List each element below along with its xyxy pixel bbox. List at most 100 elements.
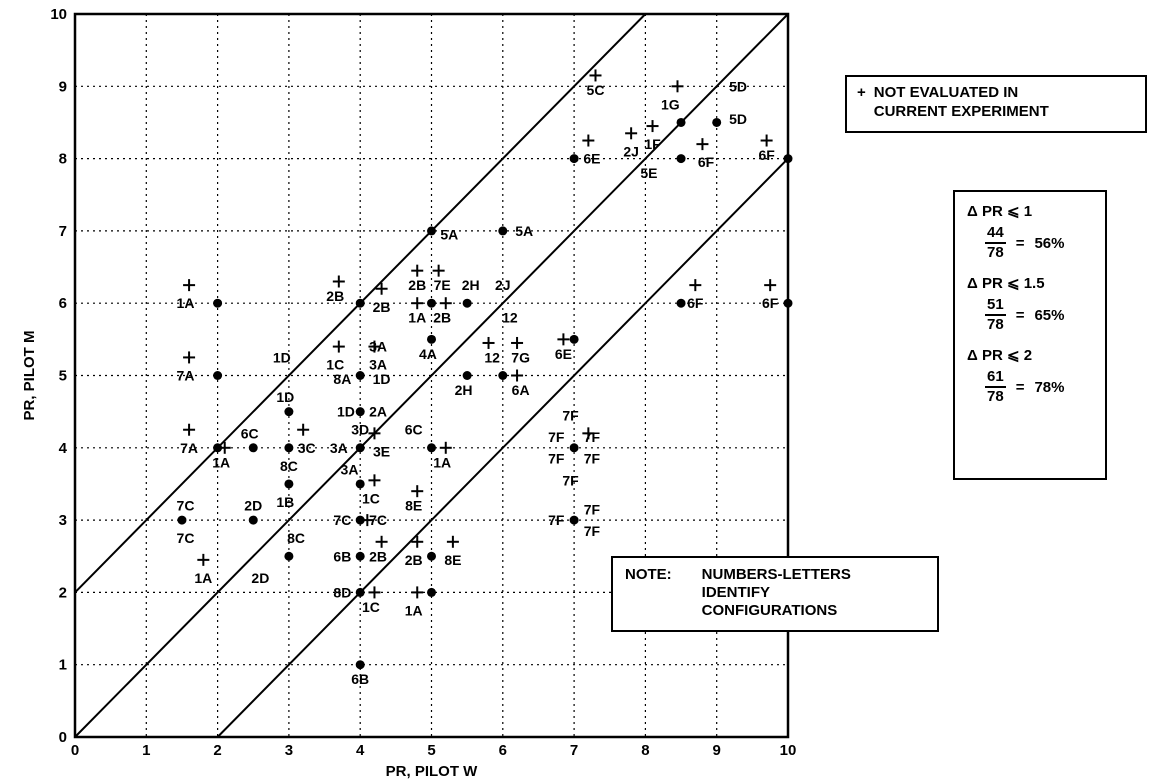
- note-line: NUMBERS-LETTERS: [701, 566, 851, 583]
- point-label: 7C: [333, 512, 351, 528]
- x-tick-label: 3: [285, 742, 293, 759]
- evaluated-point: [248, 443, 258, 453]
- point-label: 8D: [333, 584, 351, 600]
- not-evaluated-point: [297, 423, 310, 436]
- point-label: 6A: [512, 382, 530, 398]
- point-label: 2A: [369, 404, 387, 420]
- y-tick-label: 10: [50, 6, 67, 23]
- legend-line-1: NOT EVALUATED IN: [873, 84, 1019, 101]
- point-label: 2J: [495, 277, 511, 293]
- stat-condition: Δ PR ⩽ 1.5: [967, 275, 1045, 292]
- point-label: 1G: [661, 96, 680, 112]
- stats-box: Δ PR ⩽ 1 44 78 = 56% Δ PR ⩽ 1.5 51 78 = …: [953, 190, 1107, 480]
- not-evaluated-point: [183, 351, 196, 364]
- stat-denominator: 78: [987, 316, 1004, 333]
- legend-line-2: CURRENT EXPERIMENT: [873, 103, 1049, 120]
- not-evaluated-point: [368, 474, 381, 487]
- stat-block-1: Δ PR ⩽ 1 44 78 = 56%: [967, 202, 1093, 262]
- point-label: 5E: [640, 165, 657, 181]
- point-label: 8C: [280, 458, 298, 474]
- not-evaluated-point: [557, 333, 570, 346]
- stat-fraction: 61 78: [985, 368, 1006, 406]
- evaluated-point: [355, 587, 365, 597]
- point-label: 1C: [326, 357, 344, 373]
- not-evaluated-point: [411, 264, 424, 277]
- stat-percent: 56%: [1034, 234, 1065, 252]
- evaluated-point: [284, 407, 294, 417]
- x-tick-label: 9: [713, 742, 721, 759]
- point-label: 7F: [584, 523, 601, 539]
- point-label: 7C: [177, 530, 195, 546]
- evaluated-point: [213, 443, 223, 453]
- point-label: 2B: [369, 548, 387, 564]
- not-evaluated-point: [646, 120, 659, 133]
- point-label: 1A: [194, 570, 212, 586]
- x-axis-label: PR, PILOT W: [386, 763, 479, 780]
- stat-percent: 78%: [1034, 378, 1065, 396]
- evaluated-point: [498, 226, 508, 236]
- evaluated-point: [355, 551, 365, 561]
- point-label: 7A: [180, 440, 198, 456]
- point-label: 3C: [298, 440, 316, 456]
- not-evaluated-point: [368, 340, 381, 353]
- point-label: 5C: [587, 82, 605, 98]
- point-label: 5D: [729, 78, 747, 94]
- not-evaluated-point: [411, 297, 424, 310]
- x-tick-label: 6: [499, 742, 507, 759]
- stat-numerator: 61: [985, 368, 1006, 388]
- stat-condition: Δ PR ⩽ 1: [967, 203, 1033, 220]
- evaluated-point: [213, 298, 223, 308]
- evaluated-point: [712, 117, 722, 127]
- y-tick-label: 5: [59, 368, 67, 385]
- point-label: 8A: [333, 371, 351, 387]
- not-evaluated-point: [368, 427, 381, 440]
- equals-sign: =: [1015, 234, 1025, 252]
- stat-percent: 65%: [1034, 306, 1065, 324]
- stat-block-2: Δ PR ⩽ 1.5 51 78 = 65%: [967, 274, 1093, 334]
- note-box: NOTE: NUMBERS-LETTERS IDENTIFY CONFIGURA…: [611, 556, 939, 632]
- stat-denominator: 78: [987, 244, 1004, 261]
- note-line: IDENTIFY: [701, 584, 771, 601]
- point-label: 1A: [177, 295, 195, 311]
- point-label: 2B: [405, 552, 423, 568]
- evaluated-point: [569, 515, 579, 525]
- x-tick-label: 4: [356, 742, 365, 759]
- x-tick-label: 7: [570, 742, 578, 759]
- x-tick-label: 5: [427, 742, 435, 759]
- evaluated-point: [462, 371, 472, 380]
- point-label: 1C: [362, 490, 380, 506]
- point-label: 6F: [687, 295, 704, 311]
- equals-sign: =: [1015, 378, 1025, 396]
- point-label: 1B: [276, 494, 294, 510]
- evaluated-point: [248, 515, 258, 525]
- stat-numerator: 51: [985, 296, 1006, 316]
- not-evaluated-point: [446, 535, 459, 548]
- x-tick-label: 1: [142, 742, 150, 759]
- point-label: 6B: [351, 671, 369, 687]
- not-evaluated-point: [764, 279, 777, 292]
- point-label: 6C: [405, 422, 423, 438]
- plus-icon: +: [857, 84, 866, 101]
- evaluated-point: [355, 660, 365, 670]
- note-label: NOTE:: [625, 566, 672, 583]
- point-label: 7F: [548, 429, 565, 445]
- evaluated-point: [355, 298, 365, 308]
- not-evaluated-point: [696, 138, 709, 151]
- point-label: 6E: [555, 346, 572, 362]
- point-label: 1A: [408, 310, 426, 326]
- point-label: 7E: [434, 277, 451, 293]
- y-tick-label: 2: [59, 584, 67, 601]
- evaluated-point: [177, 515, 187, 525]
- not-evaluated-point: [197, 553, 210, 566]
- evaluated-point: [284, 479, 294, 489]
- not-evaluated-point: [760, 134, 773, 147]
- not-evaluated-point: [411, 485, 424, 498]
- evaluated-point: [284, 551, 294, 561]
- not-evaluated-point: [368, 586, 381, 599]
- point-label: 3A: [341, 461, 359, 477]
- y-tick-label: 9: [59, 78, 67, 95]
- point-label: 1D: [373, 371, 391, 387]
- reference-line: [216, 157, 789, 738]
- not-evaluated-point: [439, 441, 452, 454]
